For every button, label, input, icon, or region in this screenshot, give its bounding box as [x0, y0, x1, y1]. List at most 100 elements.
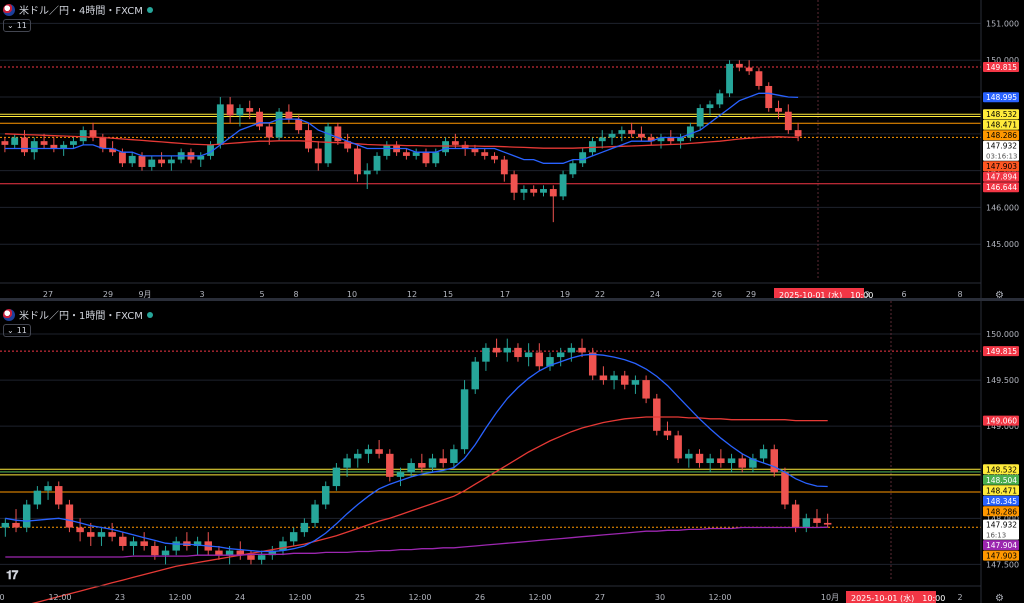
candle-body — [628, 130, 636, 134]
settings-gear-icon: ⚙ — [995, 290, 1004, 298]
candle-body — [520, 189, 528, 193]
candle-body — [256, 111, 263, 127]
x-tick-label: 8 — [957, 290, 962, 298]
chart-pane-1h[interactable]: 150.000149.500149.000148.500148.000147.5… — [0, 301, 1024, 603]
candle-body — [432, 152, 440, 164]
candle-body — [685, 453, 693, 459]
symbol-header-4h[interactable]: 米ドル／円・4時間・FXCM — [3, 2, 153, 17]
symbol-header-1h[interactable]: 米ドル／円・1時間・FXCM — [3, 307, 153, 322]
candle-body — [770, 449, 779, 473]
price-label-text: 147.904 — [986, 541, 1017, 550]
candle-body — [79, 130, 87, 142]
candle-body — [482, 347, 490, 362]
candle-body — [765, 85, 773, 109]
chevron-down-icon: ⌄ — [7, 21, 14, 30]
candle-body — [344, 141, 352, 149]
price-label-box — [983, 171, 1019, 182]
candle-body — [823, 522, 832, 525]
chart-pane-4h[interactable]: 151.000150.000149.000148.000147.000146.0… — [0, 0, 1024, 298]
candle-body — [546, 357, 554, 367]
x-tick-label: 29 — [746, 290, 756, 298]
candle-body — [158, 159, 166, 164]
chart-canvas-1h[interactable]: 150.000149.500149.000148.500148.000147.5… — [0, 301, 1024, 603]
candle-body — [461, 144, 469, 149]
chevron-down-icon: ⌄ — [7, 326, 14, 335]
candle-body — [373, 155, 381, 171]
candle-body — [492, 347, 501, 353]
x-tick-label: 17 — [500, 290, 510, 298]
candle-body — [535, 352, 544, 367]
candle-body — [268, 550, 277, 556]
candle-body — [226, 104, 234, 116]
x-tick-label: 12:00 — [168, 593, 191, 602]
candle-body — [108, 532, 116, 537]
candle-body — [11, 137, 19, 145]
candle-body — [471, 361, 479, 390]
candle-body — [119, 536, 127, 546]
x-tick-label: 10月 — [821, 593, 839, 602]
candle-body — [677, 137, 685, 142]
y-tick-label: 151.000 — [986, 19, 1019, 28]
candle-body — [791, 504, 800, 528]
candle-body — [60, 144, 68, 149]
chart-canvas-4h[interactable]: 151.000150.000149.000148.000147.000146.0… — [0, 0, 1024, 298]
settings-gear-icon: ⚙ — [995, 593, 1004, 603]
price-label-text: 147.903 — [986, 162, 1017, 171]
candle-body — [321, 486, 330, 505]
price-label-text: 147.894 — [986, 173, 1017, 182]
x-tick-label: 5 — [259, 290, 264, 298]
crosshair-date-label: 2025-10-01 (水) 10:00 — [851, 593, 945, 603]
candle-body — [491, 155, 498, 160]
price-label-box — [983, 506, 1019, 517]
price-label-text: 148.504 — [986, 476, 1017, 485]
pane-divider[interactable] — [0, 298, 1024, 301]
candle-body — [332, 467, 341, 487]
interval-toggle-4h[interactable]: ⌄ 11 — [3, 19, 31, 32]
candle-body — [540, 189, 547, 193]
candle-body — [54, 486, 63, 505]
tradingview-logo-icon[interactable]: 𝟏𝟕 — [6, 568, 18, 582]
price-label-box — [983, 519, 1019, 540]
candle-body — [745, 67, 753, 72]
candle-body — [12, 522, 20, 528]
x-tick-label: 6 — [901, 290, 906, 298]
candle-body — [402, 152, 410, 156]
candle-body — [813, 518, 821, 523]
candle-body — [794, 130, 802, 137]
candle-body — [265, 126, 273, 138]
candle-body — [236, 108, 244, 116]
candle-body — [450, 449, 458, 464]
interval-toggle-1h[interactable]: ⌄ 11 — [3, 324, 31, 337]
price-label-box — [983, 485, 1019, 496]
price-label-box — [983, 550, 1019, 561]
x-tick-label: 30 — [655, 593, 665, 602]
candle-body — [706, 458, 714, 464]
moving-average-purple-line — [5, 526, 828, 558]
candle-body — [289, 532, 298, 542]
price-label-box — [983, 474, 1019, 485]
green-dot-icon — [146, 6, 153, 13]
candle-body — [311, 504, 319, 523]
candle-body — [407, 463, 415, 473]
candle-body — [500, 159, 508, 175]
candle-body — [530, 189, 538, 193]
candle-body — [706, 104, 714, 109]
candle-body — [236, 550, 245, 556]
candle-body — [598, 137, 606, 142]
price-label-text: 149.060 — [986, 417, 1017, 426]
candle-body — [354, 148, 361, 175]
candle-body — [207, 144, 214, 156]
candle-body — [428, 458, 437, 468]
candle-body — [1, 141, 9, 145]
y-tick-label: 150.000 — [986, 56, 1019, 65]
candle-body — [300, 522, 309, 533]
price-label-text: 149.815 — [986, 63, 1017, 72]
candle-body — [451, 141, 459, 145]
candle-body — [589, 141, 596, 153]
y-tick-label: 148.000 — [986, 514, 1019, 523]
candle-body — [784, 111, 792, 131]
price-label-text: 148.532 — [986, 465, 1017, 474]
candle-body — [138, 155, 146, 167]
candle-body — [514, 347, 522, 358]
x-tick-label: 29 — [103, 290, 113, 298]
